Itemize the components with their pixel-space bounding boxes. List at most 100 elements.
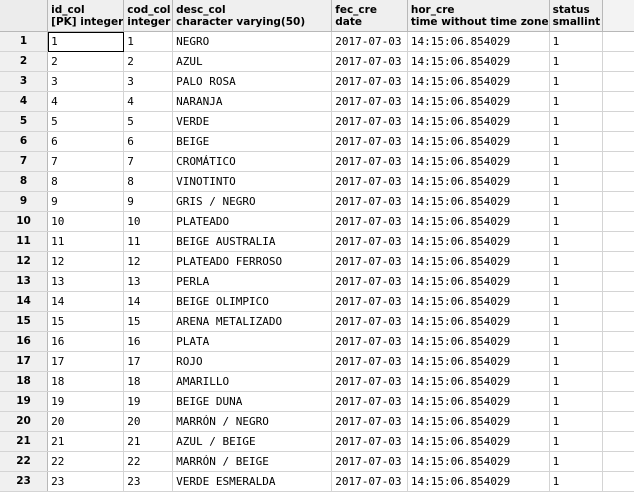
table-cell[interactable]: 1 — [549, 431, 603, 452]
table-cell[interactable]: 14:15:06.854029 — [407, 331, 550, 352]
row-number[interactable]: 9 — [0, 191, 49, 212]
row-number[interactable]: 1 — [0, 31, 49, 52]
table-cell[interactable]: 14:15:06.854029 — [407, 91, 550, 112]
table-cell[interactable]: 1 — [549, 211, 603, 232]
row-number[interactable]: 17 — [0, 351, 49, 372]
table-cell[interactable]: 12 — [123, 251, 174, 272]
table-row[interactable]: 6 6 6 BEIGE 2017-07-03 14:15:06.854029 1 — [0, 131, 634, 152]
table-cell[interactable]: BEIGE OLIMPICO — [172, 291, 333, 312]
table-cell[interactable]: 14:15:06.854029 — [407, 371, 550, 392]
row-number[interactable]: 3 — [0, 71, 49, 92]
table-cell[interactable]: 8 — [47, 171, 125, 192]
table-cell[interactable]: 19 — [47, 391, 125, 412]
table-row[interactable]: 14 14 14 BEIGE OLIMPICO 2017-07-03 14:15:06.8… — [0, 291, 634, 312]
table-cell[interactable]: 2017-07-03 — [331, 331, 408, 352]
table-cell[interactable]: 7 — [47, 151, 125, 172]
table-cell[interactable]: AZUL / BEIGE — [172, 431, 333, 452]
table-cell[interactable]: MARRÓN / NEGRO — [172, 411, 333, 432]
table-cell[interactable]: 11 — [123, 231, 174, 252]
table-row[interactable]: 4 4 4 NARANJA 2017-07-03 14:15:06.854029 1 — [0, 91, 634, 112]
table-cell[interactable]: 13 — [47, 271, 125, 292]
table-cell[interactable]: 1 — [549, 331, 603, 352]
table-cell[interactable]: 10 — [123, 211, 174, 232]
row-number[interactable]: 15 — [0, 311, 49, 332]
table-cell[interactable]: 17 — [123, 351, 174, 372]
column-header-status[interactable]: status smallint — [549, 0, 603, 32]
table-cell[interactable]: 19 — [123, 391, 174, 412]
table-cell[interactable]: 20 — [123, 411, 174, 432]
table-cell[interactable]: PERLA — [172, 271, 333, 292]
table-cell[interactable]: BEIGE AUSTRALIA — [172, 231, 333, 252]
table-cell[interactable]: AMARILLO — [172, 371, 333, 392]
table-cell[interactable]: 1 — [123, 31, 174, 52]
table-row[interactable]: 2 2 2 AZUL 2017-07-03 14:15:06.854029 1 — [0, 51, 634, 72]
row-number[interactable]: 20 — [0, 411, 49, 432]
table-cell[interactable]: 2017-07-03 — [331, 311, 408, 332]
table-cell[interactable]: 2017-07-03 — [331, 171, 408, 192]
table-cell[interactable]: 14:15:06.854029 — [407, 431, 550, 452]
table-row[interactable]: 16 16 16 PLATA 2017-07-03 14:15:06.854029 1 — [0, 331, 634, 352]
table-cell[interactable]: 14 — [123, 291, 174, 312]
table-cell[interactable]: 2017-07-03 — [331, 371, 408, 392]
table-cell[interactable]: 14:15:06.854029 — [407, 231, 550, 252]
table-cell[interactable]: 14:15:06.854029 — [407, 271, 550, 292]
table-cell[interactable]: BEIGE — [172, 131, 333, 152]
row-number[interactable]: 21 — [0, 431, 49, 452]
table-cell[interactable]: 1 — [549, 411, 603, 432]
table-cell[interactable]: 1 — [549, 51, 603, 72]
table-cell[interactable]: 23 — [47, 471, 125, 492]
table-cell[interactable]: 1 — [549, 471, 603, 492]
table-cell[interactable]: 1 — [549, 271, 603, 292]
table-cell[interactable]: 14:15:06.854029 — [407, 191, 550, 212]
table-cell[interactable]: 15 — [123, 311, 174, 332]
table-cell[interactable]: 21 — [47, 431, 125, 452]
table-cell[interactable]: 1 — [47, 31, 125, 52]
table-cell[interactable]: PLATEADO FERROSO — [172, 251, 333, 272]
table-cell[interactable]: 6 — [123, 131, 174, 152]
table-cell[interactable]: 14:15:06.854029 — [407, 131, 550, 152]
table-cell[interactable]: 5 — [123, 111, 174, 132]
table-cell[interactable]: 9 — [123, 191, 174, 212]
table-cell[interactable]: 14:15:06.854029 — [407, 311, 550, 332]
table-cell[interactable]: 2017-07-03 — [331, 231, 408, 252]
table-cell[interactable]: 3 — [47, 71, 125, 92]
row-number[interactable]: 18 — [0, 371, 49, 392]
table-row[interactable]: 7 7 7 CROMÁTICO 2017-07-03 14:15:06.854029 1 — [0, 151, 634, 172]
table-cell[interactable]: 14:15:06.854029 — [407, 291, 550, 312]
row-number[interactable]: 2 — [0, 51, 49, 72]
table-cell[interactable]: 2017-07-03 — [331, 91, 408, 112]
table-cell[interactable]: 6 — [47, 131, 125, 152]
table-cell[interactable]: 1 — [549, 291, 603, 312]
table-row[interactable]: 13 13 13 PERLA 2017-07-03 14:15:06.854029 1 — [0, 271, 634, 292]
table-cell[interactable]: 1 — [549, 111, 603, 132]
table-cell[interactable]: 11 — [47, 231, 125, 252]
table-cell[interactable]: 2017-07-03 — [331, 131, 408, 152]
table-cell[interactable]: 2017-07-03 — [331, 411, 408, 432]
table-cell[interactable]: 1 — [549, 91, 603, 112]
table-cell[interactable]: 2 — [47, 51, 125, 72]
table-cell[interactable]: 10 — [47, 211, 125, 232]
row-number[interactable]: 22 — [0, 451, 49, 472]
column-header-hor-cre[interactable]: hor_cre time without time zone — [407, 0, 550, 32]
column-header-id-col[interactable]: id_col [PK] integer — [47, 0, 125, 32]
table-cell[interactable]: 14:15:06.854029 — [407, 51, 550, 72]
column-header-fec-cre[interactable]: fec_cre date — [331, 0, 408, 32]
table-cell[interactable]: 2017-07-03 — [331, 111, 408, 132]
table-cell[interactable]: 14:15:06.854029 — [407, 111, 550, 132]
table-cell[interactable]: PLATA — [172, 331, 333, 352]
table-cell[interactable]: 14:15:06.854029 — [407, 71, 550, 92]
table-cell[interactable]: 1 — [549, 231, 603, 252]
table-row[interactable]: 18 18 18 AMARILLO 2017-07-03 14:15:06.854029 1 — [0, 371, 634, 392]
table-row[interactable]: 23 23 23 VERDE ESMERALDA 2017-07-03 14:15:06.… — [0, 471, 634, 492]
column-header-cod-col[interactable]: cod_col integer — [123, 0, 174, 32]
table-row[interactable]: 9 9 9 GRIS / NEGRO 2017-07-03 14:15:06.854029… — [0, 191, 634, 212]
table-cell[interactable]: 14:15:06.854029 — [407, 31, 550, 52]
row-number[interactable]: 19 — [0, 391, 49, 412]
table-cell[interactable]: 12 — [47, 251, 125, 272]
row-number[interactable]: 8 — [0, 171, 49, 192]
table-cell[interactable]: 1 — [549, 151, 603, 172]
table-cell[interactable]: 2017-07-03 — [331, 351, 408, 372]
table-cell[interactable]: 2 — [123, 51, 174, 72]
table-cell[interactable]: 14:15:06.854029 — [407, 471, 550, 492]
table-cell[interactable]: VINOTINTO — [172, 171, 333, 192]
